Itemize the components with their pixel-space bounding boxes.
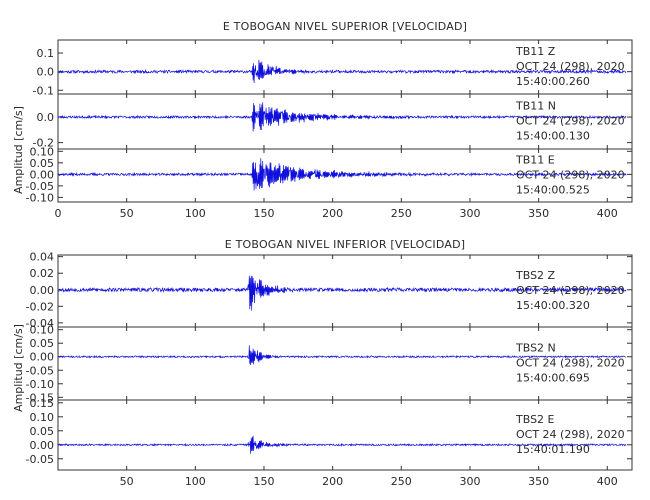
y-tick-label: -0.2 — [33, 137, 54, 150]
upper-chart-title: E TOBOGAN NIVEL SUPERIOR [VELOCIDAD] — [223, 20, 467, 33]
trace-panel-inf-z: 0.04 0.02 0.00 -0.02 -0.04 TBS2 Z OCT 24 (298)… — [26, 251, 633, 330]
time-label-sup-e: 15:40:00.525 — [516, 184, 590, 197]
date-label-inf-e: OCT 24 (298), 2020 — [516, 428, 625, 441]
x-tick-label: 400 — [597, 207, 618, 220]
trace-panel-sup-e: 0.100.050.00-0.05-0.10 TB11 E OCT 24 (298)… — [26, 145, 633, 204]
y-tick-label: 0.0 — [37, 111, 55, 124]
x-tick-label: 300 — [459, 475, 480, 488]
station-label-inf-e: TBS2 E — [515, 413, 555, 426]
x-tick-label: 400 — [597, 475, 618, 488]
x-tick-label: 250 — [391, 475, 412, 488]
date-label-sup-e: OCT 24 (298), 2020 — [516, 169, 625, 182]
x-tick-label: 150 — [253, 475, 274, 488]
station-label-inf-n: TBS2 N — [515, 342, 556, 355]
y-tick-label: -0.10 — [26, 191, 54, 204]
y-tick-label: 0.05 — [30, 337, 55, 350]
y-tick-label: 0.10 — [30, 411, 55, 424]
time-label-sup-z: 15:40:00.260 — [516, 75, 590, 88]
x-tick-label: 200 — [322, 207, 343, 220]
date-label-inf-n: OCT 24 (298), 2020 — [516, 357, 625, 370]
y-tick-label: 0.15 — [30, 397, 55, 410]
y-tick-label: -0.1 — [33, 84, 54, 97]
lower-chart-title: E TOBOGAN NIVEL INFERIOR [VELOCIDAD] — [225, 238, 465, 251]
x-tick-label: 300 — [459, 207, 480, 220]
x-tick-label: 200 — [322, 475, 343, 488]
y-tick-label: 0.00 — [30, 351, 55, 364]
y-tick-label: 0.00 — [30, 284, 55, 297]
y-tick-label: 0.00 — [30, 439, 55, 452]
x-tick-label: 250 — [391, 207, 412, 220]
station-label-sup-z: TB11 Z — [515, 45, 556, 58]
time-label-inf-e: 15:40:01.190 — [516, 443, 590, 456]
x-tick-label: 350 — [528, 475, 549, 488]
time-label-sup-n: 15:40:00.130 — [516, 130, 590, 143]
panel-frame-inf-e — [57, 399, 633, 471]
y-tick-label: 0.00 — [30, 168, 55, 181]
trace-panel-sup-z: 0.1 0.0 -0.1 TB11 Z OCT 24 (298), 2020 15:40:… — [33, 39, 633, 97]
waveform-inf-e — [57, 435, 627, 454]
y-tick-label: -0.05 — [26, 453, 54, 466]
upper-chart-group: 0.1 0.0 -0.1 TB11 Z OCT 24 (298), 2020 15:40:… — [26, 39, 633, 220]
waveform-inf-z — [57, 275, 627, 311]
date-label-sup-n: OCT 24 (298), 2020 — [516, 115, 625, 128]
x-tick-label: 100 — [185, 475, 206, 488]
waveform-sup-z — [57, 59, 627, 84]
x-tick-label: 50 — [120, 207, 134, 220]
x-tick-label: 100 — [185, 207, 206, 220]
upper-chart-ylabel: Amplitud [cm/s] — [12, 106, 25, 194]
y-tick-label: -0.15 — [26, 391, 54, 404]
y-tick-label: 0.1 — [37, 47, 55, 60]
lower-chart-group: 0.04 0.02 0.00 -0.02 -0.04 TBS2 Z OCT 24 (298)… — [26, 251, 633, 488]
y-tick-label: -0.05 — [26, 364, 54, 377]
trace-panel-inf-e: 0.150.100.050.00-0.05 TBS2 E OCT 24 (298),… — [26, 397, 633, 471]
y-tick-label: 0.04 — [30, 251, 55, 264]
y-tick-label: 0.05 — [30, 425, 55, 438]
y-tick-label: -0.02 — [26, 300, 54, 313]
y-tick-label: 0.0 — [37, 66, 55, 79]
station-label-inf-z: TBS2 Z — [515, 269, 556, 282]
x-tick-label: 150 — [253, 207, 274, 220]
y-tick-label: 0.02 — [30, 267, 55, 280]
station-label-sup-e: TB11 E — [515, 154, 555, 167]
y-tick-label: 0.05 — [30, 157, 55, 170]
trace-panel-sup-n: 0.0 -0.2 TB11 N OCT 24 (298), 2020 15:40:00.… — [33, 93, 633, 150]
x-tick-label: 0 — [55, 207, 62, 220]
waveform-sup-n — [57, 102, 627, 132]
waveform-sup-e — [57, 158, 627, 191]
y-tick-label: -0.04 — [26, 317, 54, 330]
y-tick-label: 0.10 — [30, 324, 55, 337]
trace-panel-inf-n: 0.100.050.00-0.05-0.10-0.15 TBS2 N OCT 24 … — [26, 324, 633, 404]
panel-frame-sup-e — [57, 148, 633, 203]
lower-chart-ylabel: Amplitud [cm/s] — [12, 324, 25, 412]
date-label-inf-z: OCT 24 (298), 2020 — [516, 284, 625, 297]
station-label-sup-n: TB11 N — [515, 100, 556, 113]
date-label-sup-z: OCT 24 (298), 2020 — [516, 60, 625, 73]
time-label-inf-z: 15:40:00.320 — [516, 299, 590, 312]
y-tick-label: -0.05 — [26, 180, 54, 193]
waveform-inf-n — [57, 345, 627, 366]
time-label-inf-n: 15:40:00.695 — [516, 372, 590, 385]
y-tick-label: -0.10 — [26, 378, 54, 391]
x-tick-label: 50 — [120, 475, 134, 488]
y-tick-label: 0.10 — [30, 145, 55, 158]
x-tick-label: 350 — [528, 207, 549, 220]
